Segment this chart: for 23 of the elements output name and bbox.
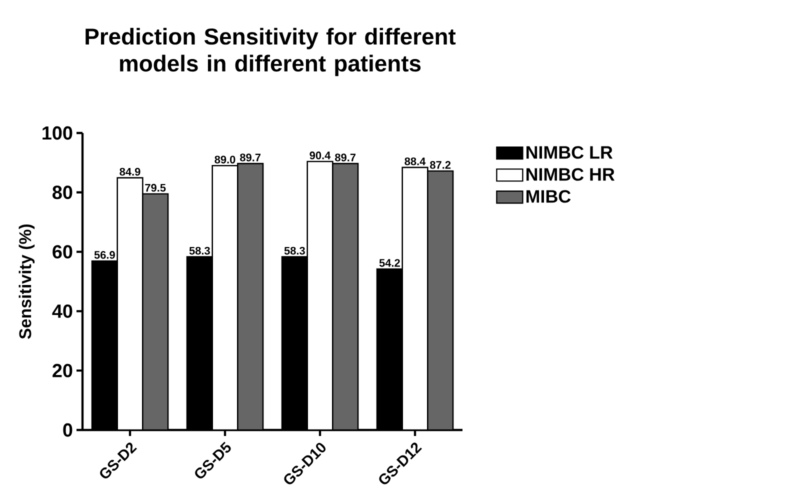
data-label: 89.0 [214,156,236,164]
y-tick-label: 0 [63,423,72,437]
data-label: 58.3 [189,246,210,255]
legend-label: MIBC [526,190,571,203]
data-label: 84.9 [120,168,140,176]
y-tick-label: 40 [52,304,72,318]
y-tick-label: 80 [52,186,72,200]
chart-title: Prediction Sensitivity for different models in different patients [86,28,456,76]
legend-label: NIMBC HR [526,168,615,181]
data-label: 79.5 [145,184,166,192]
y-axis-title: Sensitivity (%) [18,224,35,339]
data-label: 89.7 [240,154,261,162]
y-tick-label: 100 [42,126,72,140]
legend-label: NIMBC LR [526,146,613,159]
data-label: 56.9 [94,251,115,259]
data-label: 88.4 [404,157,426,166]
data-label: 58.3 [284,246,305,255]
data-label: 90.4 [310,152,331,160]
data-label: 87.2 [430,161,451,169]
data-label: 54.2 [379,259,400,267]
data-label: 89.7 [335,154,356,162]
y-tick-label: 60 [52,245,72,258]
y-tick-label: 20 [52,364,72,378]
